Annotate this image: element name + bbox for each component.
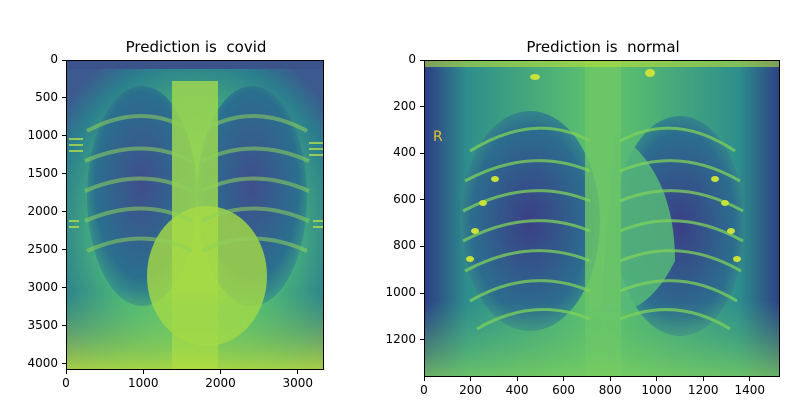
panel-2-title: Prediction is normal — [526, 38, 680, 56]
y-tick-label: 2500 — [27, 241, 58, 256]
x-tick-mark — [470, 377, 472, 381]
x-tick-mark — [656, 377, 658, 381]
x-tick-mark — [142, 370, 144, 374]
y-tick-label: 200 — [393, 98, 416, 113]
x-tick-label: 1000 — [641, 383, 672, 397]
panel-1-title: Prediction is covid — [125, 38, 267, 56]
x-tick-label: 1000 — [127, 376, 159, 390]
y-tick-label: 400 — [393, 145, 416, 160]
y-tick-label: 0 — [50, 52, 58, 66]
y-tick-mark — [420, 106, 424, 108]
y-tick-label: 4000 — [27, 355, 58, 370]
x-tick-label: 0 — [62, 376, 70, 390]
x-tick-mark — [563, 377, 565, 381]
y-tick-mark — [62, 287, 66, 289]
y-tick-mark — [420, 245, 424, 247]
x-tick-mark — [65, 370, 67, 374]
x-tick-mark — [516, 377, 518, 381]
x-tick-label: 3000 — [282, 376, 314, 390]
x-tick-mark — [702, 377, 704, 381]
covid-xray-image — [66, 60, 324, 370]
x-tick-label: 0 — [420, 383, 428, 397]
y-tick-label: 3500 — [27, 317, 58, 332]
x-tick-mark — [749, 377, 751, 381]
x-tick-label: 2000 — [205, 376, 236, 390]
x-tick-label: 200 — [459, 383, 482, 397]
y-tick-mark — [62, 97, 66, 99]
y-tick-label: 1200 — [385, 331, 416, 346]
y-tick-mark — [62, 59, 66, 61]
covid-xray-heatmap — [67, 61, 323, 369]
y-tick-mark — [420, 292, 424, 294]
x-tick-mark — [297, 370, 299, 374]
x-tick-mark — [609, 377, 611, 381]
x-tick-label: 1200 — [687, 383, 719, 397]
x-tick-label: 600 — [552, 383, 576, 397]
y-tick-mark — [420, 152, 424, 154]
y-tick-mark — [420, 59, 424, 61]
y-tick-label: 2000 — [27, 203, 58, 218]
y-tick-mark — [62, 363, 66, 365]
y-tick-label: 1000 — [385, 285, 416, 300]
y-tick-mark — [420, 199, 424, 201]
y-tick-mark — [62, 249, 66, 251]
y-tick-label: 3000 — [27, 279, 58, 294]
y-tick-label: 500 — [35, 89, 58, 104]
x-tick-label: 800 — [598, 383, 622, 397]
x-tick-mark — [423, 377, 425, 381]
x-tick-mark — [219, 370, 221, 374]
image-annotation-r: R — [433, 129, 443, 145]
y-tick-label: 1000 — [27, 127, 58, 142]
y-tick-mark — [62, 173, 66, 175]
x-tick-label: 400 — [505, 383, 529, 397]
normal-xray-heatmap — [425, 61, 779, 376]
x-tick-label: 1400 — [734, 383, 766, 397]
y-tick-label: 0 — [408, 52, 416, 66]
y-tick-mark — [62, 325, 66, 327]
normal-xray-image: R — [424, 60, 780, 377]
y-tick-mark — [420, 339, 424, 341]
y-tick-mark — [62, 135, 66, 137]
y-tick-mark — [62, 211, 66, 213]
y-tick-label: 800 — [393, 238, 416, 253]
y-tick-label: 600 — [393, 191, 416, 206]
y-tick-label: 1500 — [27, 165, 58, 180]
